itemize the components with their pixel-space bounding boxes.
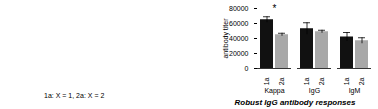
svg-text:*: * (273, 3, 277, 14)
svg-text:antibody titer: antibody titer (222, 18, 230, 59)
svg-text:40000: 40000 (229, 35, 249, 42)
svg-text:1a: 1a (303, 77, 310, 85)
svg-text:2a: 2a (318, 77, 325, 85)
svg-text:1a: 1a (263, 77, 270, 85)
svg-text:2a: 2a (358, 77, 365, 85)
svg-text:Kappa: Kappa (264, 87, 284, 95)
svg-text:IgG: IgG (309, 87, 320, 95)
svg-text:0: 0 (245, 65, 249, 72)
svg-text:2a: 2a (278, 77, 285, 85)
svg-text:IgM: IgM (349, 87, 361, 95)
html-text:1a: X = 1, 2a: X = 2: 1a: X = 1, 2a: X = 2 (44, 92, 105, 99)
html-text:Robust IgG antibody responses: Robust IgG antibody responses (234, 98, 356, 107)
svg-text:20000: 20000 (229, 50, 249, 57)
svg-text:1a: 1a (343, 77, 350, 85)
svg-text:80000: 80000 (229, 5, 249, 12)
svg-text:60000: 60000 (229, 20, 249, 27)
